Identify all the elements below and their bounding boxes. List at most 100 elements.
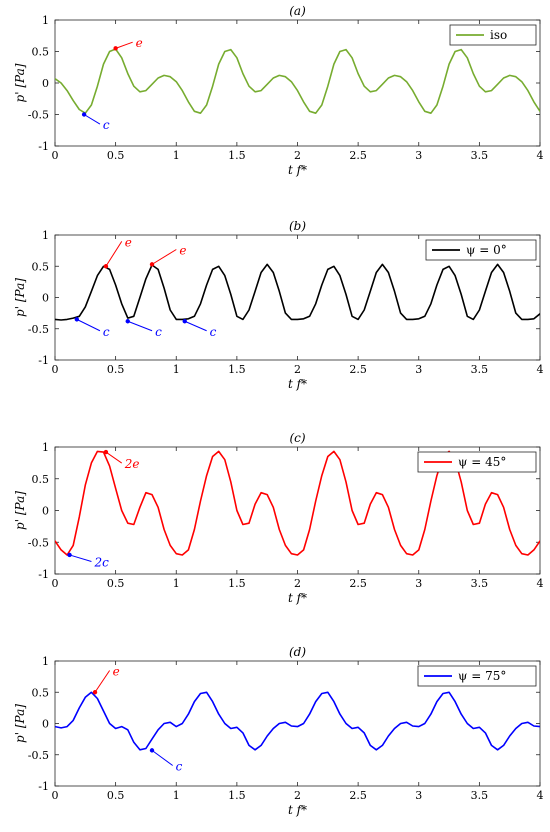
y-tick-label: -0.5 [28,536,49,549]
annotation-marker [67,552,72,558]
y-tick-label: 0.5 [32,473,50,486]
series-line [55,263,540,321]
annotation-label: c [176,760,183,774]
annotation-marker [149,748,155,753]
annotation-label: e [136,36,143,50]
annotation-marker [113,46,118,51]
y-tick-label: 0 [42,77,49,90]
legend-box [425,239,537,261]
x-axis-label: t f* [288,591,307,605]
y-tick-label: 0 [42,292,49,305]
annotation-leader [69,554,92,562]
series-group [55,450,540,556]
annotation-leader [127,320,153,332]
series-group [55,263,540,321]
panel-title: (a) [289,4,306,18]
x-tick-label: 0.5 [107,149,125,162]
panel-3: (d) 0 0.5 1 1.5 2 2.5 3 3.5 4 1 0.5 0 -0.5 -1 t f* p' [P… [13,645,544,817]
x-tick-label: 3.5 [471,363,489,376]
annotation-marker [103,449,109,455]
annotation-marker [92,690,98,695]
annotation-label: c [103,118,110,132]
x-axis-label: t f* [288,377,307,391]
annotation-label: e [179,244,186,258]
y-tick-label: 0.5 [32,686,50,699]
x-tick-label: 3 [415,363,422,376]
x-tick-label: 2.5 [349,363,367,376]
x-tick-label: 1 [173,149,180,162]
panel-title: (b) [289,219,306,233]
y-tick-label: -0.5 [28,749,49,762]
annotation-marker [125,319,130,324]
x-tick-label: 0 [52,577,59,590]
annotation-leader [184,320,207,332]
y-tick-label: 1 [42,441,49,454]
y-tick-label: -1 [38,354,49,367]
series-group [55,48,540,114]
annotation-label: c [155,325,162,339]
annotation-marker [103,264,109,269]
y-axis-label: p' [Pa] [13,491,27,530]
annotation-leader [151,249,177,265]
annotation-marker [74,317,80,322]
annotation-marker [81,112,87,117]
series-line [55,450,540,556]
x-tick-label: 2.5 [349,577,367,590]
y-tick-label: -0.5 [28,109,49,122]
x-tick-label: 2 [294,789,301,802]
panel-0: (a) 0 0.5 1 1.5 2 2.5 3 3.5 4 1 0.5 0 -0.5 -1 t f* p' [P… [13,4,544,177]
annotation-label: e [113,665,120,679]
y-axis-label: p' [Pa] [13,278,27,317]
x-tick-label: 1.5 [228,363,246,376]
x-tick-label: 0.5 [107,577,125,590]
annotation-leader [83,114,101,125]
annotation-leader [151,749,173,766]
panel-1: (b) 0 0.5 1 1.5 2 2.5 3 3.5 4 1 0.5 0 -0.5 -1 t f* p' [P… [13,219,544,391]
y-tick-label: -1 [38,568,49,581]
panel-2: (c) 0 0.5 1 1.5 2 2.5 3 3.5 4 1 0.5 0 -0.5 -1 t f* p' [P… [13,431,544,605]
annotation-marker [182,319,187,324]
x-axis-label: t f* [288,163,307,177]
y-tick-label: 0.5 [32,46,50,59]
x-tick-label: 3.5 [471,149,489,162]
x-tick-label: 3.5 [471,577,489,590]
y-tick-label: 1 [42,229,49,242]
x-tick-label: 0 [52,789,59,802]
x-tick-label: 2 [294,363,301,376]
y-axis-label: p' [Pa] [13,704,27,743]
annotation-label: c [210,325,217,339]
annotation-marker [149,262,155,267]
panel-title: (d) [289,645,306,659]
x-tick-label: 2 [294,577,301,590]
series-group [55,691,540,751]
annotation-leader [115,41,133,49]
x-tick-label: 4 [537,363,544,376]
y-tick-label: 0.5 [32,260,50,273]
legend-label: ψ = 45° [458,455,506,469]
x-tick-label: 3 [415,789,422,802]
x-tick-label: 2 [294,149,301,162]
annotation-label: 2c [93,555,109,569]
panel-title: (c) [289,431,305,445]
x-tick-label: 2.5 [349,789,367,802]
x-tick-label: 0 [52,363,59,376]
x-tick-label: 1.5 [228,789,246,802]
annotation-leader [105,451,123,464]
x-tick-label: 3 [415,149,422,162]
legend-box [449,24,537,46]
legend-label: ψ = 75° [458,669,506,683]
annotation-leader [94,670,111,693]
y-tick-label: 1 [42,14,49,27]
x-tick-label: 1 [173,577,180,590]
annotation-label: 2e [124,457,140,471]
x-tick-label: 0 [52,149,59,162]
annotation-label: e [125,235,132,249]
legend-label: ψ = 0° [466,243,507,257]
legend-label: iso [490,28,507,42]
x-tick-label: 4 [537,789,544,802]
annotation-label: c [103,325,110,339]
x-tick-label: 4 [537,577,544,590]
y-tick-label: 0 [42,505,49,518]
series-line [55,48,540,114]
